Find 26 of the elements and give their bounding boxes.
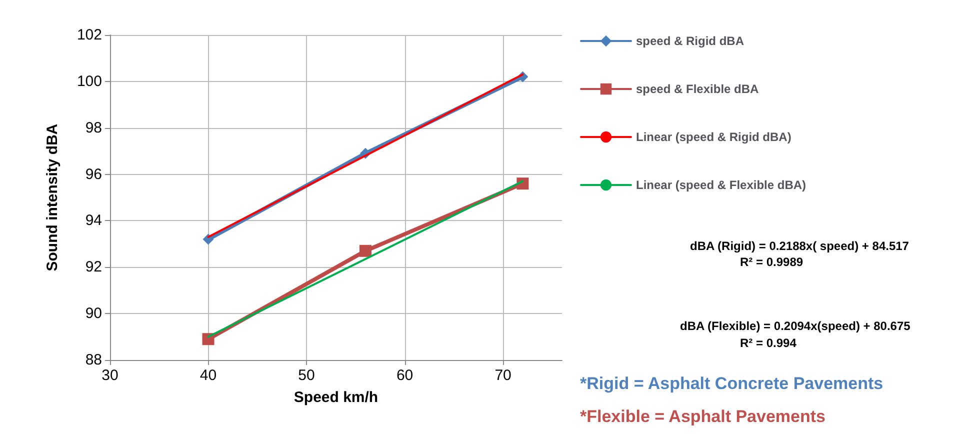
x-tick-label: 70	[494, 367, 512, 384]
text: R² = 0.9989	[740, 255, 804, 269]
y-tick-label: 92	[85, 258, 102, 276]
y-tick-label: 100	[76, 72, 102, 90]
y-tick-label: 90	[85, 305, 102, 322]
text: R² = 0.994	[740, 336, 797, 350]
text: *Flexible = Asphalt Pavements	[580, 407, 826, 426]
x-tick-label: 50	[298, 367, 315, 384]
y-tick-label: 96	[85, 166, 102, 183]
x-axis-title: Speed km/h	[294, 389, 378, 406]
y-tick-label: 94	[85, 212, 102, 230]
x-tick-label: 60	[396, 367, 414, 384]
x-tick-label: 30	[102, 367, 118, 384]
legend-label: speed & Rigid dBA	[636, 34, 744, 48]
y-axis-title: Sound intensity dBA	[44, 124, 61, 272]
text: dBA (Rigid) = 0.2188x( speed) + 84.517	[690, 239, 910, 253]
point	[359, 244, 372, 257]
legend-label: Linear (speed & Rigid dBA)	[636, 130, 792, 144]
legend-label: speed & Flexible dBA	[636, 82, 760, 96]
text: *Rigid = Asphalt Concrete Pavements	[580, 374, 884, 393]
text: dBA (Flexible) = 0.2094x(speed) + 80.675	[680, 319, 911, 333]
y-tick-label: 98	[85, 119, 102, 136]
y-tick-label: 88	[85, 352, 102, 368]
legend-label: Linear (speed & Flexible dBA)	[636, 178, 806, 192]
x-tick-label: 40	[200, 367, 217, 384]
y-tick-label: 102	[76, 26, 102, 44]
